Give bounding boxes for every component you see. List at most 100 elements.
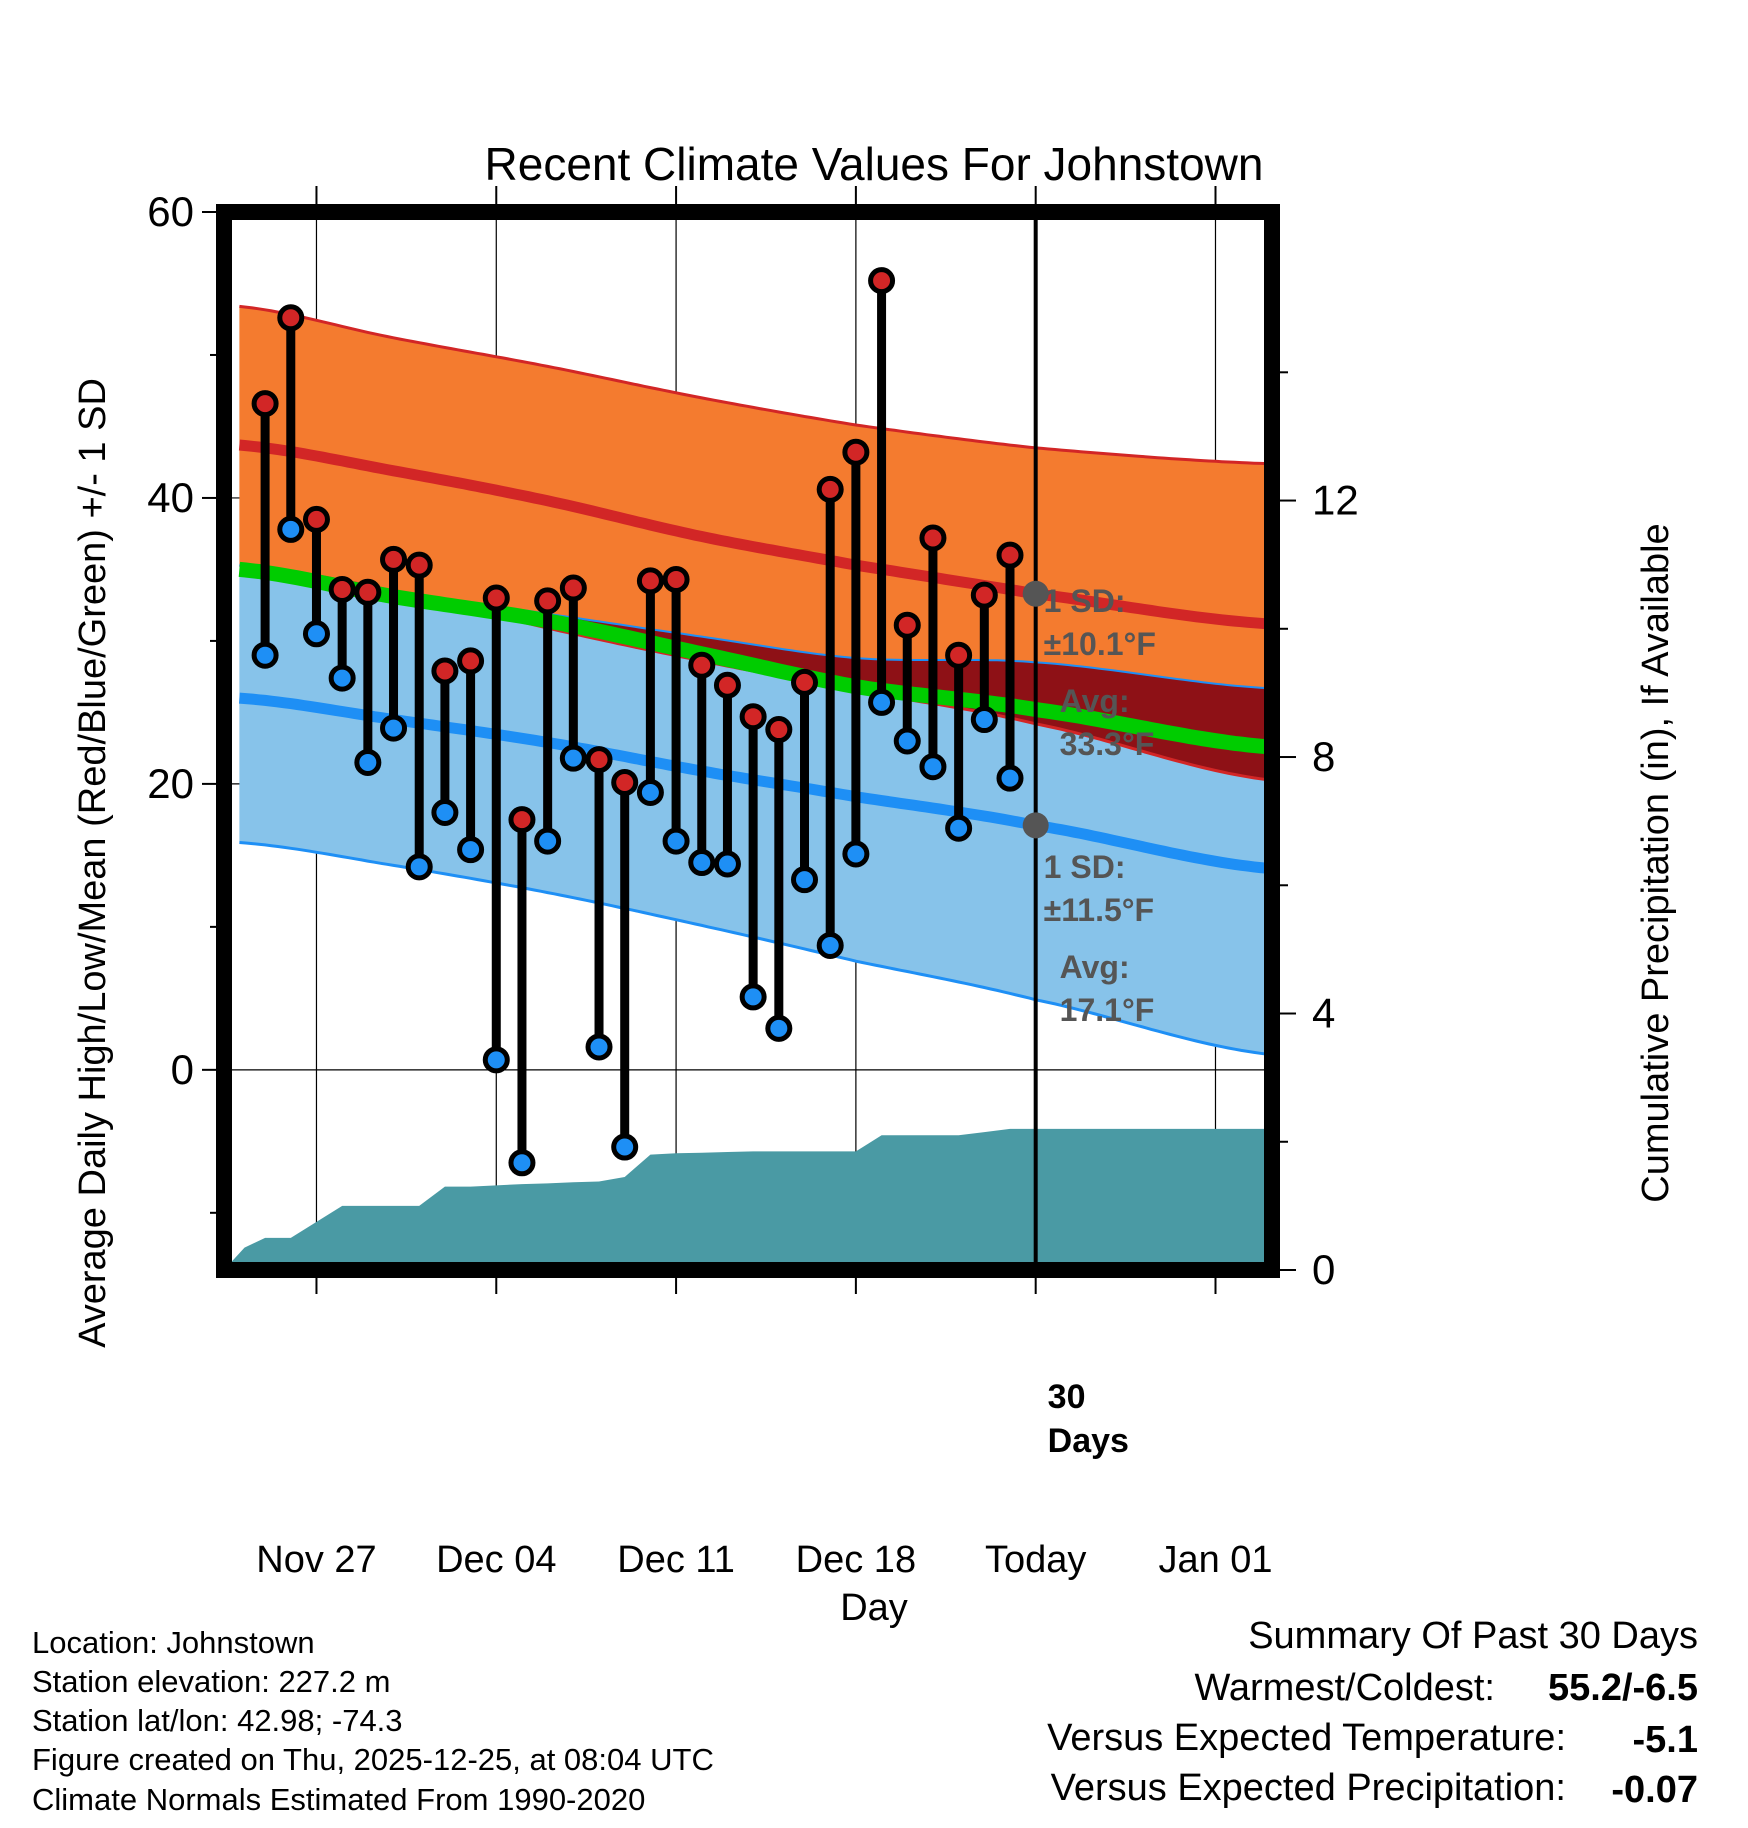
days-label-number: 30: [1048, 1378, 1086, 1416]
x-tick-label: Dec 04: [436, 1539, 556, 1581]
y2-tick-label: 12: [1312, 477, 1359, 524]
daily-low-point: [251, 641, 279, 669]
daily-high-point: [970, 581, 998, 609]
daily-low-point: [457, 836, 485, 864]
x-tick-label: Jan 01: [1158, 1539, 1272, 1581]
daily-low-point: [611, 1133, 639, 1161]
daily-low-point: [405, 853, 433, 881]
daily-low-point: [713, 850, 741, 878]
x-axis-label: Day: [840, 1587, 908, 1629]
daily-high-point: [457, 647, 485, 675]
daily-low-point: [945, 814, 973, 842]
summary-warm-cold-value: 55.2/-6.5: [1548, 1667, 1698, 1709]
high-avg-value: 33.3°F: [1060, 726, 1155, 762]
precip-area: [224, 1128, 1272, 1270]
x-tick-label: Nov 27: [256, 1539, 376, 1581]
summary-temp-label: Versus Expected Temperature:: [1047, 1717, 1566, 1759]
daily-high-point: [765, 716, 793, 744]
high-upper-edge: [239, 304, 1267, 466]
daily-high-point: [739, 703, 767, 731]
daily-low-point: [354, 748, 382, 776]
daily-high-point: [919, 524, 947, 552]
y2-tick-label: 4: [1312, 990, 1335, 1037]
daily-high-point: [277, 304, 305, 332]
daily-low-point: [816, 931, 844, 959]
low-sd-value: ±11.5°F: [1044, 892, 1154, 928]
high-sd-value: ±10.1°F: [1044, 626, 1156, 662]
daily-low-point: [893, 727, 921, 755]
daily-high-point: [945, 641, 973, 669]
daily-low-point: [534, 827, 562, 855]
y-axis-label: Average Daily High/Low/Mean (Red/Blue/Gr…: [72, 378, 114, 1348]
daily-low-point: [868, 688, 896, 716]
overlap-band: [239, 565, 1267, 780]
daily-low-point: [585, 1033, 613, 1061]
daily-low-point: [842, 840, 870, 868]
info-elevation: Station elevation: 227.2 m: [32, 1664, 390, 1699]
daily-low-point: [328, 664, 356, 692]
plot-frame: [216, 204, 1280, 1278]
daily-high-point: [302, 505, 330, 533]
summary-precip-label: Versus Expected Precipitation:: [1051, 1767, 1566, 1809]
low-sd-label: 1 SD:: [1044, 849, 1126, 885]
y2-tick-label: 0: [1312, 1246, 1335, 1293]
daily-high-point: [354, 578, 382, 606]
daily-low-point: [482, 1046, 510, 1074]
daily-low-point: [508, 1149, 536, 1177]
daily-high-point: [534, 587, 562, 615]
info-created: Figure created on Thu, 2025-12-25, at 08…: [32, 1742, 714, 1777]
summary-temp-value: -5.1: [1633, 1719, 1698, 1761]
y-tick-label: 20: [147, 760, 194, 807]
days-label-text: Days: [1048, 1422, 1129, 1460]
summary-precip-value: -0.07: [1611, 1769, 1698, 1811]
daily-high-point: [431, 657, 459, 685]
daily-high-point: [791, 668, 819, 696]
daily-high-point: [996, 541, 1024, 569]
low-avg-label: Avg:: [1060, 949, 1130, 985]
daily-high-point: [662, 565, 690, 593]
daily-low-point: [380, 714, 408, 742]
daily-high-point: [842, 438, 870, 466]
daily-low-point: [559, 744, 587, 772]
daily-low-point: [919, 753, 947, 781]
daily-low-point: [996, 764, 1024, 792]
y-tick-label: 40: [147, 474, 194, 521]
daily-high-point: [713, 671, 741, 699]
x-tick-label: Today: [985, 1539, 1086, 1581]
daily-high-point: [559, 574, 587, 602]
daily-high-point: [251, 390, 279, 418]
y-tick-label: 0: [171, 1046, 194, 1093]
daily-low-point: [765, 1014, 793, 1042]
daily-high-point: [688, 651, 716, 679]
high-avg-label: Avg:: [1060, 683, 1130, 719]
daily-low-point: [662, 827, 690, 855]
normal-high-line: [238, 439, 1268, 630]
today-high-avg-marker: [1022, 580, 1049, 607]
daily-low-point: [688, 849, 716, 877]
daily-high-point: [482, 584, 510, 612]
y2-axis-label: Cumulative Precipitation (in), If Availa…: [1635, 523, 1677, 1202]
info-location: Location: Johnstown: [32, 1625, 315, 1660]
daily-low-point: [739, 983, 767, 1011]
y2-tick-label: 8: [1312, 733, 1335, 780]
y-tick-label: 60: [147, 188, 194, 235]
summary-warm-cold-label: Warmest/Coldest:: [1194, 1667, 1495, 1709]
daily-low-point: [431, 798, 459, 826]
daily-high-point: [328, 575, 356, 603]
low-avg-value: 17.1°F: [1060, 992, 1155, 1028]
daily-low-point: [970, 706, 998, 734]
daily-high-point: [405, 551, 433, 579]
x-tick-label: Dec 18: [796, 1539, 916, 1581]
daily-high-point: [868, 267, 896, 295]
summary-title: Summary Of Past 30 Days: [1248, 1615, 1698, 1657]
daily-low-point: [791, 866, 819, 894]
daily-low-point: [636, 778, 664, 806]
info-normals: Climate Normals Estimated From 1990-2020: [32, 1782, 645, 1817]
info-latlon: Station lat/lon: 42.98; -74.3: [32, 1703, 403, 1738]
high-sd-label: 1 SD:: [1044, 583, 1126, 619]
x-tick-label: Dec 11: [617, 1539, 735, 1581]
daily-low-point: [302, 620, 330, 648]
today-low-avg-marker: [1022, 812, 1049, 839]
daily-high-point: [893, 611, 921, 639]
